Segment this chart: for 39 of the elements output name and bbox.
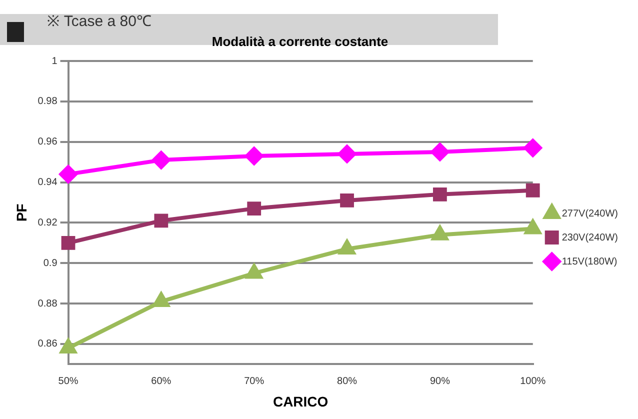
y-tick-label: 0.96 [38, 136, 58, 148]
point [154, 214, 168, 228]
x-tick-label: 90% [430, 376, 450, 387]
text: ※ Tcase a 80℃ [47, 12, 152, 30]
point [153, 292, 170, 308]
point [524, 220, 541, 234]
y-axis-title: PF [13, 203, 30, 222]
y-tick-label: 0.86 [38, 338, 58, 350]
x-tick-label: 70% [244, 376, 264, 387]
point [245, 147, 264, 166]
y-tick-label: 0.9 [43, 258, 58, 269]
point [61, 236, 76, 250]
x-tick-label: 80% [337, 376, 358, 387]
point [524, 138, 542, 157]
x-tick-label: 60% [151, 376, 172, 387]
y-tick-label: 0.92 [38, 217, 58, 228]
point [432, 187, 447, 202]
chart-title: Modalità a corrente costante [210, 34, 390, 49]
y-tick-label: 0.94 [38, 177, 58, 188]
y-tick-label: 1 [52, 56, 58, 67]
point [60, 339, 76, 354]
y-tick-label: 0.88 [38, 298, 58, 310]
point [152, 151, 170, 170]
legend-label: 230V(240W) [562, 232, 618, 244]
x-tick-label: 50% [58, 376, 78, 387]
point [246, 264, 262, 279]
legend-label: 277V(240W) [562, 208, 618, 220]
point [247, 202, 262, 216]
point [338, 240, 356, 254]
point [338, 144, 356, 163]
point [59, 165, 78, 184]
x-axis-title: CARICO [272, 393, 328, 410]
point [526, 183, 540, 198]
point [432, 226, 448, 240]
x-tick-label: 100% [520, 376, 546, 387]
legend-label: 115V(180W) [562, 256, 618, 268]
y-tick-label: 0.98 [38, 96, 58, 108]
point [340, 194, 354, 208]
point [430, 142, 449, 161]
